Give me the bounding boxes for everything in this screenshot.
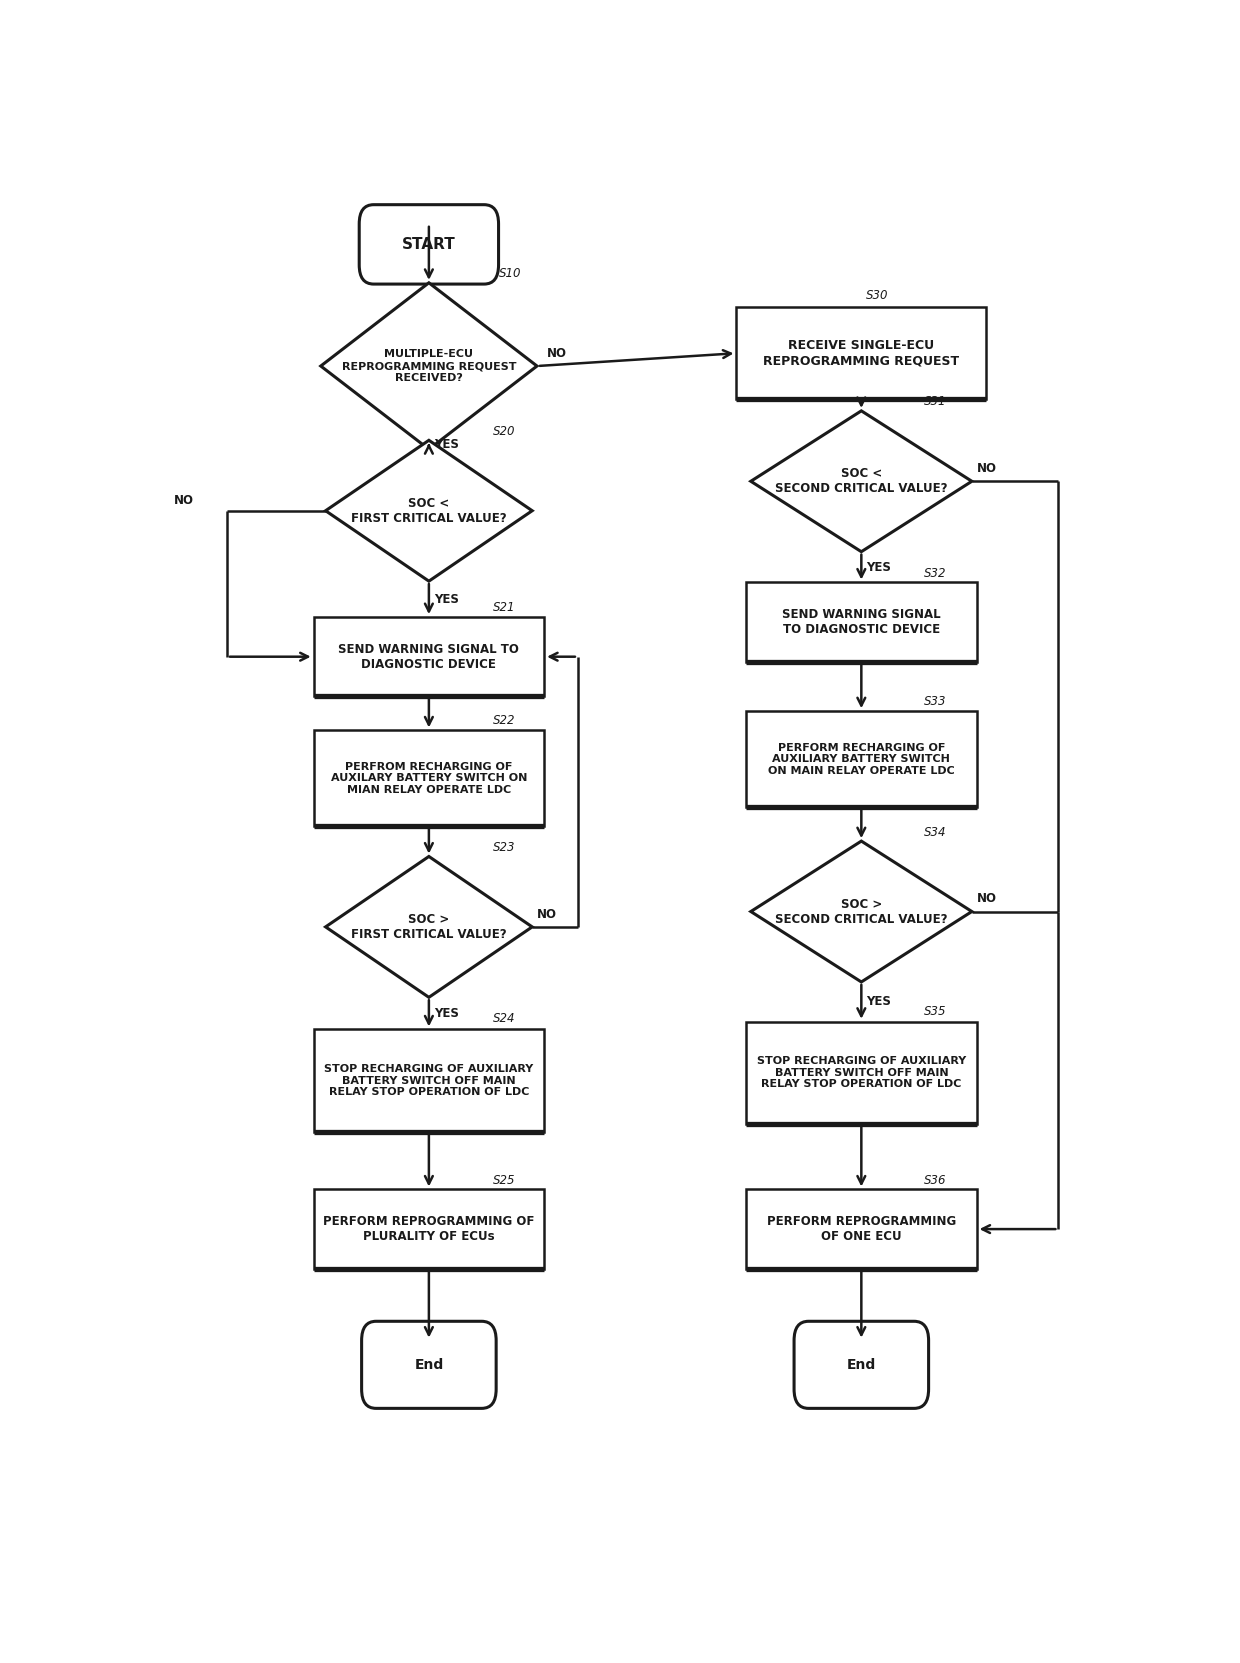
Bar [314,730,544,827]
Text: YES: YES [866,994,892,1008]
Bar [737,308,986,399]
Text: SOC >
SECOND CRITICAL VALUE?: SOC > SECOND CRITICAL VALUE? [775,898,947,926]
Text: YES: YES [866,560,892,574]
Text: NO: NO [977,893,997,905]
Text: S31: S31 [924,396,946,409]
Text: YES: YES [434,439,459,451]
Text: STOP RECHARGING OF AUXILIARY
BATTERY SWITCH OFF MAIN
RELAY STOP OPERATION OF LDC: STOP RECHARGING OF AUXILIARY BATTERY SWI… [325,1064,533,1098]
Text: PERFORM RECHARGING OF
AUXILIARY BATTERY SWITCH
ON MAIN RELAY OPERATE LDC: PERFORM RECHARGING OF AUXILIARY BATTERY … [768,743,955,775]
Text: YES: YES [434,592,459,605]
Text: S24: S24 [494,1013,516,1026]
Polygon shape [321,283,537,449]
Text: S35: S35 [924,1004,946,1018]
Text: S20: S20 [494,424,516,437]
Text: PERFROM RECHARGING OF
AUXILARY BATTERY SWITCH ON
MIAN RELAY OPERATE LDC: PERFROM RECHARGING OF AUXILARY BATTERY S… [331,762,527,795]
Bar [314,1189,544,1269]
Bar [746,582,977,662]
Bar [746,1021,977,1124]
Bar [746,712,977,807]
Text: SOC <
SECOND CRITICAL VALUE?: SOC < SECOND CRITICAL VALUE? [775,467,947,496]
Text: SEND WARNING SIGNAL
TO DIAGNOSTIC DEVICE: SEND WARNING SIGNAL TO DIAGNOSTIC DEVICE [782,609,941,637]
Text: S36: S36 [924,1174,946,1187]
Text: RECEIVE SINGLE-ECU
REPROGRAMMING REQUEST: RECEIVE SINGLE-ECU REPROGRAMMING REQUEST [764,339,960,368]
Bar [314,1029,544,1133]
Text: S30: S30 [866,289,889,303]
Bar [746,1189,977,1269]
Text: STOP RECHARGING OF AUXILIARY
BATTERY SWITCH OFF MAIN
RELAY STOP OPERATION OF LDC: STOP RECHARGING OF AUXILIARY BATTERY SWI… [756,1056,966,1089]
Text: S32: S32 [924,567,946,580]
Text: End: End [847,1357,875,1372]
Text: S34: S34 [924,825,946,838]
Text: NO: NO [174,494,195,507]
Text: S21: S21 [494,602,516,614]
Text: S10: S10 [498,268,522,281]
FancyBboxPatch shape [360,205,498,284]
Polygon shape [326,856,532,998]
Text: S22: S22 [494,713,516,727]
Text: SOC <
FIRST CRITICAL VALUE?: SOC < FIRST CRITICAL VALUE? [351,497,507,526]
Polygon shape [326,441,532,580]
Polygon shape [751,411,972,552]
Text: YES: YES [434,1006,459,1019]
Text: MULTIPLE-ECU
REPROGRAMMING REQUEST
RECEIVED?: MULTIPLE-ECU REPROGRAMMING REQUEST RECEI… [342,349,516,382]
FancyBboxPatch shape [362,1322,496,1409]
Text: S23: S23 [494,841,516,853]
Text: PERFORM REPROGRAMMING OF
PLURALITY OF ECUs: PERFORM REPROGRAMMING OF PLURALITY OF EC… [324,1216,534,1242]
Text: NO: NO [537,908,557,921]
Text: NO: NO [977,462,997,476]
Text: PERFORM REPROGRAMMING
OF ONE ECU: PERFORM REPROGRAMMING OF ONE ECU [766,1216,956,1242]
Text: S33: S33 [924,695,946,708]
Text: SEND WARNING SIGNAL TO
DIAGNOSTIC DEVICE: SEND WARNING SIGNAL TO DIAGNOSTIC DEVICE [339,642,520,670]
Text: S25: S25 [494,1174,516,1187]
Polygon shape [751,841,972,981]
Text: SOC >
FIRST CRITICAL VALUE?: SOC > FIRST CRITICAL VALUE? [351,913,507,941]
Text: NO: NO [547,346,567,359]
Bar [314,617,544,697]
Text: End: End [414,1357,444,1372]
FancyBboxPatch shape [794,1322,929,1409]
Text: START: START [402,236,456,251]
